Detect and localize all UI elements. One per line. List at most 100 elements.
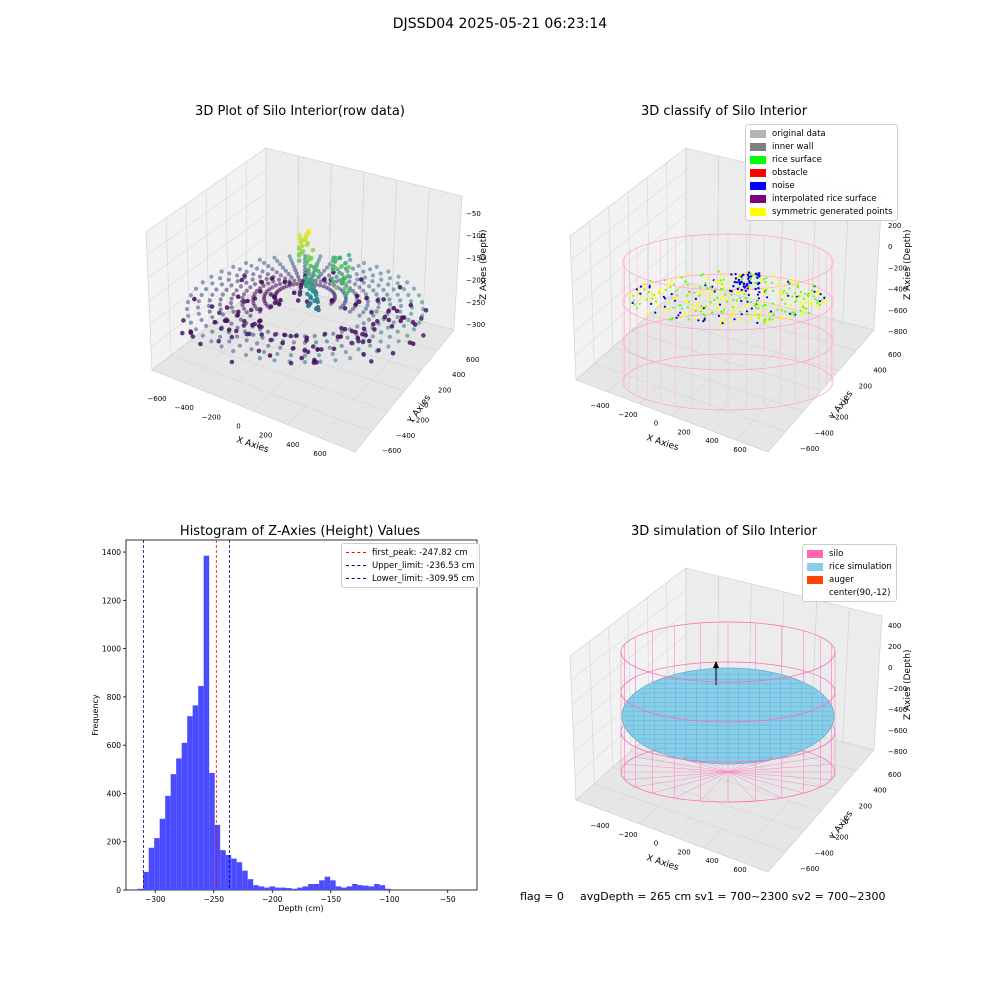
data-point xyxy=(288,257,294,262)
data-point xyxy=(353,329,358,335)
y-tick-label: 600 xyxy=(107,741,122,750)
grid-line xyxy=(320,321,423,439)
data-point xyxy=(262,349,267,355)
data-point xyxy=(241,299,247,304)
classified-point xyxy=(750,307,753,310)
data-point xyxy=(305,254,311,259)
x-tick-label: −250 xyxy=(203,895,224,904)
classified-point xyxy=(776,308,779,311)
data-point xyxy=(245,298,250,304)
classified-point xyxy=(727,281,730,284)
data-point xyxy=(265,272,271,277)
data-point xyxy=(411,327,417,332)
histogram-bar xyxy=(291,888,298,890)
classified-point xyxy=(733,318,736,321)
classified-point xyxy=(690,306,694,309)
classified-point xyxy=(788,287,791,290)
histogram-bar xyxy=(379,885,386,890)
data-point xyxy=(308,294,313,300)
classified-point xyxy=(717,314,720,317)
data-point xyxy=(288,333,294,339)
legend-label: obstacle xyxy=(772,167,808,178)
noise-point xyxy=(757,287,760,290)
classified-point xyxy=(764,291,767,294)
panel2-z-tick: 0 xyxy=(888,243,892,251)
data-point xyxy=(244,288,249,293)
data-point xyxy=(395,315,400,320)
data-point xyxy=(322,268,327,273)
data-point xyxy=(368,343,373,348)
classified-point xyxy=(780,291,783,294)
panel1-z-tick: −100 xyxy=(466,232,485,240)
data-point xyxy=(361,280,366,285)
classified-point xyxy=(797,295,801,298)
data-point xyxy=(330,351,335,357)
classified-point xyxy=(669,283,672,286)
data-point xyxy=(278,273,283,278)
classified-point xyxy=(713,298,716,301)
data-point xyxy=(367,338,372,344)
data-point xyxy=(282,332,287,338)
data-point xyxy=(353,302,359,307)
data-point xyxy=(278,345,283,350)
legend-label: center(90,-12) xyxy=(829,587,891,598)
classified-point xyxy=(711,285,714,288)
histogram-y-ticks: 0 200 400 600 800 1000 1200 1400 xyxy=(102,548,126,895)
classified-point xyxy=(743,293,746,296)
data-point xyxy=(347,279,352,284)
classified-point xyxy=(683,300,686,303)
classified-point xyxy=(652,282,655,286)
classified-point xyxy=(718,282,721,285)
silo-floor-spoke xyxy=(700,771,729,802)
data-point xyxy=(271,294,277,300)
panel1-y-tick: −400 xyxy=(396,432,415,440)
flag-text: flag = 0 xyxy=(520,890,564,903)
classified-point xyxy=(735,299,738,302)
data-point xyxy=(361,288,366,293)
histogram-bar xyxy=(187,716,193,890)
data-point xyxy=(334,274,339,279)
panel2-y-tick: 0 xyxy=(844,398,848,406)
classified-point xyxy=(799,301,802,304)
legend-swatch xyxy=(807,575,823,584)
panel4-y-tick: −200 xyxy=(829,834,848,842)
data-point xyxy=(275,258,280,264)
data-point xyxy=(363,333,369,338)
classified-point xyxy=(717,270,720,273)
classified-point xyxy=(762,286,766,289)
y-tick-label: 200 xyxy=(107,838,122,847)
classified-point xyxy=(631,301,634,304)
classified-point xyxy=(672,298,675,301)
panel4-y-tick: 400 xyxy=(873,787,886,795)
data-point xyxy=(307,286,313,292)
data-point xyxy=(272,332,278,337)
histogram-bar xyxy=(363,885,369,890)
data-point xyxy=(324,265,330,270)
data-point xyxy=(316,257,322,262)
data-point xyxy=(278,262,283,267)
data-point xyxy=(259,332,265,337)
y-tick-label: 1400 xyxy=(102,548,121,557)
data-point xyxy=(244,310,249,315)
data-point xyxy=(389,324,395,329)
data-point xyxy=(267,353,273,358)
classified-point xyxy=(755,306,758,309)
panel4-title: 3D simulation of Silo Interior xyxy=(631,524,817,539)
data-point xyxy=(379,277,384,282)
classified-point xyxy=(811,292,814,295)
classified-point xyxy=(721,322,724,325)
noise-point xyxy=(742,285,745,288)
data-point xyxy=(243,352,249,358)
panel3-histogram[interactable]: −300 −250 −200 −150 −100 −50 0 200 400 600 800 100… xyxy=(0,500,500,920)
classified-point xyxy=(706,277,709,281)
classified-point xyxy=(656,305,660,308)
classified-point xyxy=(785,292,788,295)
data-point xyxy=(244,280,249,285)
classified-point xyxy=(683,314,686,317)
panel2-points xyxy=(627,270,828,326)
data-point xyxy=(339,329,345,334)
data-point xyxy=(297,289,303,295)
